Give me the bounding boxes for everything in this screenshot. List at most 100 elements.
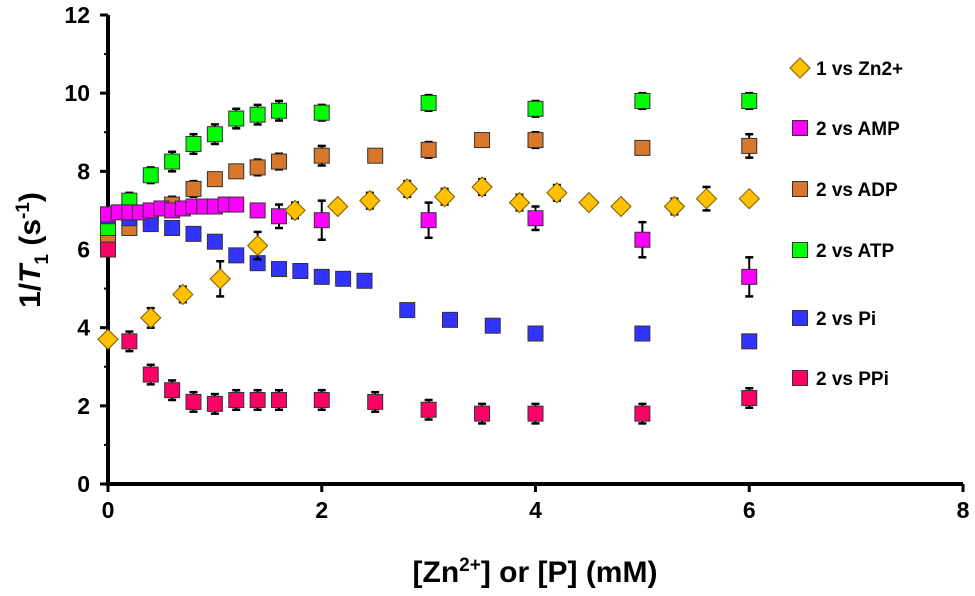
axes: 0 2 4 6 8 10 12 0 2 4 6 8	[64, 2, 969, 523]
data-point	[527, 132, 544, 149]
data-point	[442, 311, 458, 328]
data-point	[546, 182, 568, 204]
data-point	[249, 106, 266, 123]
data-point	[121, 333, 138, 350]
series-2-vs-ppi	[100, 241, 758, 425]
data-point	[172, 283, 194, 306]
y-tick-label: 0	[77, 471, 90, 497]
data-point	[484, 317, 501, 334]
data-point	[142, 167, 159, 184]
data-point	[292, 262, 309, 279]
legend-item: 1 vs Zn2+	[789, 57, 903, 80]
data-point	[206, 395, 223, 412]
data-point	[634, 92, 651, 109]
data-point	[228, 110, 245, 127]
legend-label: 2 vs PPi	[816, 369, 889, 390]
data-point	[185, 393, 202, 410]
data-point	[741, 92, 758, 109]
data-point	[741, 268, 758, 285]
data-point	[527, 325, 544, 342]
data-point	[327, 195, 349, 218]
data-point	[420, 212, 437, 229]
legend-item: 2 vs PPi	[792, 369, 889, 390]
data-point	[610, 195, 632, 218]
data-point	[741, 137, 758, 154]
data-point	[313, 268, 330, 285]
data-point	[228, 247, 245, 264]
x-tick-label: 6	[743, 497, 756, 523]
data-point	[741, 333, 758, 350]
series-1-vs-zn2-	[97, 176, 760, 351]
legend-label: 2 vs ADP	[816, 180, 898, 201]
y-tick-label: 4	[77, 315, 90, 341]
data-point	[185, 180, 202, 197]
data-point	[271, 102, 287, 119]
data-point	[164, 220, 181, 237]
data-point	[738, 187, 760, 210]
data-point	[164, 153, 181, 170]
y-tick-label: 12	[64, 2, 90, 28]
data-point	[313, 104, 330, 121]
data-point	[399, 302, 416, 319]
data-point	[246, 234, 269, 257]
data-point	[100, 241, 116, 258]
data-point	[140, 307, 162, 329]
legend-label: 2 vs Pi	[816, 309, 876, 330]
y-tick-label: 8	[77, 158, 90, 184]
data-point	[228, 163, 245, 180]
data-point	[527, 100, 544, 117]
y-tick-label: 10	[64, 80, 90, 106]
data-point	[695, 187, 718, 210]
legend-marker	[792, 120, 808, 136]
legend-marker	[792, 242, 808, 258]
data-point	[209, 268, 231, 290]
data-point	[185, 225, 202, 242]
data-point	[508, 191, 531, 214]
data-point	[420, 401, 437, 418]
data-point	[420, 141, 437, 158]
data-point	[164, 382, 181, 399]
data-point	[228, 391, 245, 408]
data-point	[741, 390, 758, 407]
data-point	[313, 212, 330, 229]
legend-label: 1 vs Zn2+	[816, 59, 903, 80]
data-point	[367, 393, 384, 410]
series-2-vs-atp	[100, 91, 758, 237]
data-point	[634, 325, 651, 342]
y-axis-label: 1/T1 (s-1)	[13, 192, 53, 308]
data-point	[474, 132, 491, 149]
x-tick-label: 2	[315, 497, 328, 523]
legend-marker	[792, 310, 808, 326]
data-point	[527, 405, 544, 422]
data-point	[284, 199, 306, 222]
data-point	[249, 159, 266, 176]
y-tick-label: 2	[77, 393, 90, 419]
data-point	[471, 176, 493, 198]
legend-item: 2 vs ADP	[792, 180, 898, 201]
data-point	[578, 191, 600, 214]
data-point	[396, 178, 418, 200]
x-tick-label: 4	[529, 497, 542, 523]
data-point	[474, 405, 491, 422]
data-point	[228, 196, 245, 213]
data-point	[359, 189, 381, 212]
data-point	[634, 405, 651, 422]
y-tick-label: 6	[77, 237, 90, 263]
data-point	[527, 210, 544, 227]
data-point	[271, 208, 287, 225]
data-point	[313, 147, 330, 164]
data-point	[634, 231, 651, 248]
legend-label: 2 vs AMP	[816, 119, 900, 140]
legend-marker	[792, 181, 808, 197]
data-point	[420, 94, 437, 111]
series-2-vs-amp	[100, 196, 758, 298]
data-point	[313, 391, 330, 408]
data-point	[249, 391, 266, 408]
legend-item: 2 vs Pi	[792, 309, 876, 330]
data-point	[206, 126, 223, 143]
data-point	[356, 272, 373, 289]
legend-item: 2 vs ATP	[792, 241, 894, 262]
data-point	[249, 202, 266, 219]
data-point	[663, 195, 686, 218]
